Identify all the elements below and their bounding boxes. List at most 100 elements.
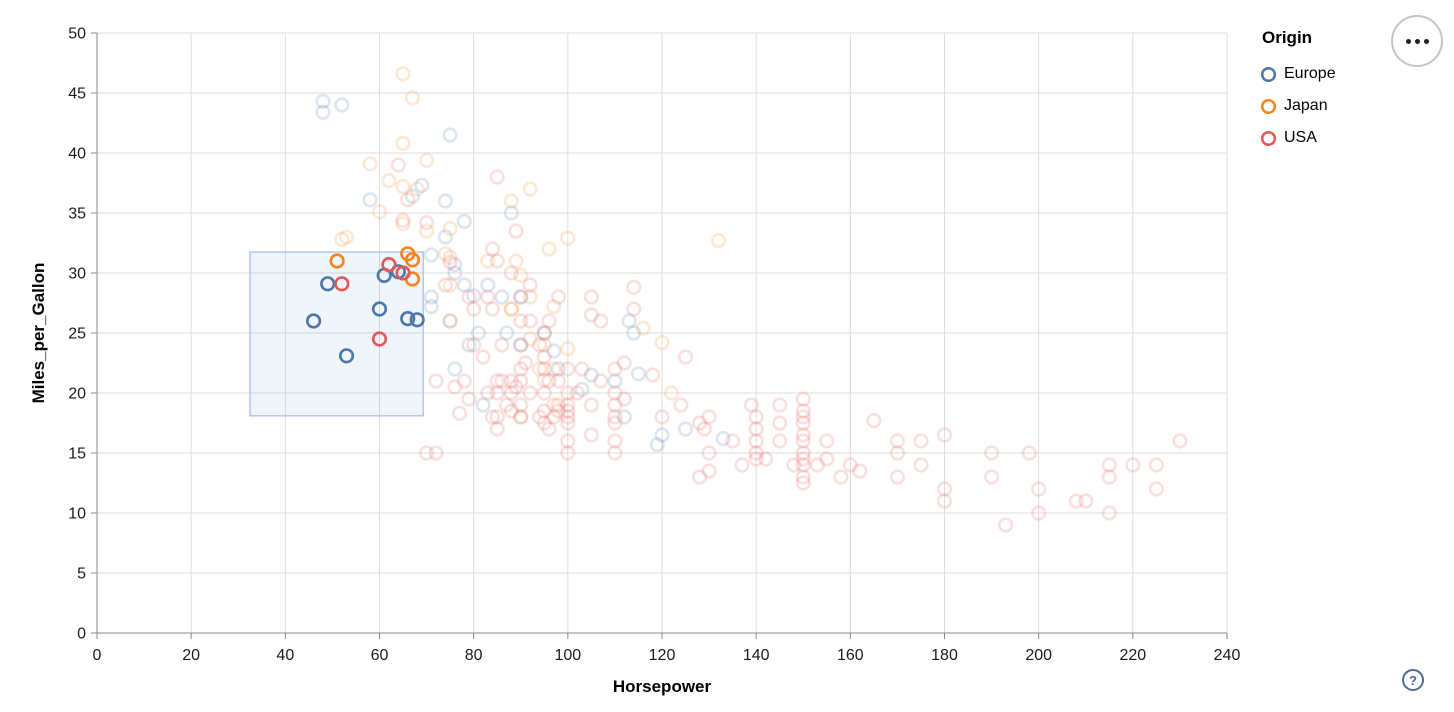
data-point-usa — [517, 355, 534, 371]
data-point-usa — [819, 433, 835, 449]
data-point-usa — [607, 397, 623, 413]
data-point-usa — [475, 349, 491, 365]
data-point-usa — [748, 445, 764, 461]
data-point-europe — [371, 301, 388, 317]
data-point-usa — [748, 421, 764, 437]
legend-label-europe: Europe — [1284, 65, 1336, 82]
data-point-usa — [513, 337, 529, 353]
data-point-usa — [390, 157, 406, 173]
data-point-usa — [583, 397, 599, 413]
data-point-usa — [560, 361, 576, 377]
data-point-usa — [795, 451, 811, 467]
x-tick-label: 80 — [465, 647, 483, 664]
data-point-usa — [795, 391, 811, 407]
data-point-japan — [503, 301, 519, 317]
data-point-usa — [513, 409, 529, 425]
data-point-usa — [644, 367, 661, 383]
data-point-europe — [621, 313, 637, 329]
data-point-japan — [513, 409, 529, 425]
data-point-usa — [607, 385, 623, 401]
data-point-europe — [466, 288, 482, 304]
data-point-usa — [795, 415, 811, 431]
data-point-usa — [536, 349, 552, 365]
data-point-japan — [536, 337, 552, 353]
data-point-europe — [315, 104, 331, 120]
data-point-usa — [795, 469, 811, 485]
data-point-europe — [475, 397, 491, 413]
data-point-europe — [513, 289, 529, 305]
y-tick-label: 25 — [68, 326, 86, 343]
legend: Origin Europe Japan USA — [1260, 28, 1336, 154]
data-point-europe — [470, 325, 486, 341]
data-point-japan — [513, 267, 529, 284]
data-point-usa — [536, 325, 552, 341]
data-point-usa — [626, 301, 642, 317]
data-point-usa — [998, 517, 1014, 533]
data-point-usa — [936, 493, 953, 509]
help-icon[interactable]: ? — [1402, 669, 1424, 691]
data-point-usa — [692, 415, 708, 431]
data-point-usa — [607, 409, 623, 425]
data-point-japan — [338, 229, 355, 245]
legend-item-europe: Europe — [1260, 58, 1336, 90]
data-point-europe — [499, 325, 515, 341]
data-point-usa — [809, 457, 825, 473]
data-point-usa — [541, 313, 557, 329]
data-point-usa — [833, 469, 849, 485]
data-point-europe — [423, 289, 439, 305]
data-point-europe — [437, 193, 454, 209]
data-point-europe — [494, 289, 510, 305]
y-tick-label: 5 — [77, 566, 86, 583]
data-point-usa — [418, 445, 435, 461]
data-point-europe — [362, 192, 378, 208]
data-point-usa — [569, 385, 585, 401]
data-point-japan — [395, 216, 411, 232]
data-point-japan — [437, 246, 454, 262]
data-point-usa — [560, 385, 576, 401]
data-point-japan — [409, 181, 425, 197]
data-point-japan — [508, 253, 524, 269]
data-point-usa — [616, 355, 632, 371]
data-point-japan — [381, 173, 397, 189]
data-point-usa — [536, 403, 552, 419]
actions-menu-button[interactable] — [1391, 15, 1443, 67]
data-point-usa — [607, 433, 623, 449]
legend-label-japan: Japan — [1284, 97, 1328, 114]
data-point-usa — [499, 397, 515, 413]
data-point-usa — [541, 421, 557, 437]
data-point-usa — [442, 254, 458, 270]
data-point-europe — [442, 127, 458, 143]
data-point-usa — [531, 409, 548, 425]
data-point-europe — [409, 312, 425, 328]
data-point-usa — [400, 192, 416, 208]
data-point-europe — [503, 205, 519, 221]
data-point-usa — [626, 279, 642, 296]
data-point-usa — [757, 451, 774, 467]
data-point-usa — [334, 276, 350, 292]
data-point-europe — [649, 437, 665, 453]
data-point-europe — [583, 367, 599, 383]
data-point-japan — [395, 135, 411, 151]
data-point-japan — [371, 204, 388, 220]
data-point-japan — [334, 231, 350, 247]
data-point-europe — [447, 265, 463, 281]
data-point-usa — [1031, 505, 1047, 521]
data-point-usa — [748, 409, 764, 425]
data-point-usa — [772, 415, 788, 431]
data-point-usa — [936, 427, 953, 443]
data-point-usa — [371, 331, 388, 347]
data-point-usa — [866, 413, 882, 429]
x-axis-title: Horsepower — [613, 677, 712, 696]
data-point-europe — [480, 277, 496, 293]
data-point-usa — [1148, 481, 1164, 497]
data-point-usa — [692, 469, 708, 485]
y-tick-label: 30 — [68, 266, 86, 283]
data-point-usa — [560, 445, 576, 461]
data-point-usa — [428, 373, 444, 389]
data-point-usa — [484, 301, 501, 317]
data-point-usa — [489, 253, 505, 269]
data-point-usa — [607, 415, 623, 431]
data-point-usa — [531, 337, 548, 353]
data-point-usa — [428, 445, 444, 461]
